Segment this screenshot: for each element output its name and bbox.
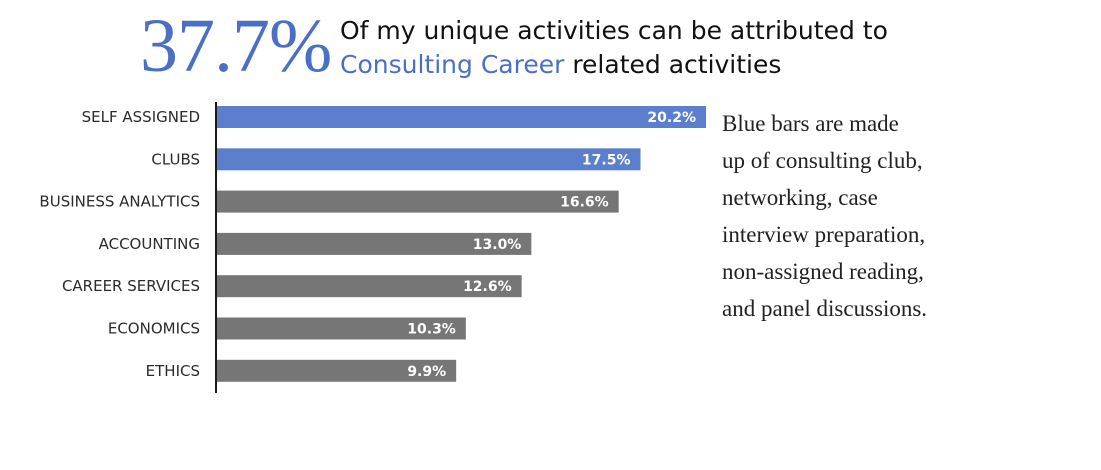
note-line: networking, case [722, 185, 878, 210]
category-label: BUSINESS ANALYTICS [39, 193, 200, 211]
bar-self-assigned [216, 106, 706, 128]
headline-line-2: Consulting Career related activities [340, 48, 888, 82]
annotation-note: Blue bars are made up of consulting club… [722, 105, 1022, 327]
value-label: 9.9% [407, 364, 446, 380]
bars-group: SELF ASSIGNED 20.2% CLUBS 17.5% BUSINESS ANA… [39, 106, 706, 382]
headline-rest-text: related activities [564, 50, 782, 79]
headline-line-1: Of my unique activities can be attribute… [340, 16, 888, 45]
value-label: 12.6% [463, 279, 512, 295]
value-label: 20.2% [647, 110, 696, 126]
note-line: up of consulting club, [722, 148, 923, 173]
note-line: Blue bars are made [722, 111, 899, 136]
note-line: and panel discussions. [722, 296, 928, 321]
note-line: non-assigned reading, [722, 259, 924, 284]
bar-economics [216, 317, 466, 340]
value-label: 17.5% [582, 152, 631, 168]
bar-business-analytics [216, 190, 619, 213]
bar-clubs [216, 148, 641, 171]
bar-accounting [216, 232, 532, 255]
category-label: CLUBS [151, 150, 200, 168]
value-label: 10.3% [407, 322, 456, 338]
note-line: interview preparation, [722, 222, 926, 247]
category-label: SELF ASSIGNED [82, 108, 200, 126]
bar-career-services [216, 275, 522, 298]
value-label: 13.0% [473, 237, 522, 253]
category-label: ACCOUNTING [99, 235, 200, 253]
headline-text: Of my unique activities can be attribute… [340, 14, 888, 82]
category-label: ETHICS [146, 362, 200, 380]
bar-chart: SELF ASSIGNED 20.2% CLUBS 17.5% BUSINESS ANA… [39, 102, 706, 393]
headline-percentage: 37.7% [140, 4, 332, 88]
category-label: CAREER SERVICES [62, 277, 200, 295]
value-label: 16.6% [560, 195, 609, 211]
bar-ethics [216, 359, 457, 382]
category-label: ECONOMICS [108, 320, 200, 338]
headline-accent-text: Consulting Career [340, 50, 565, 79]
